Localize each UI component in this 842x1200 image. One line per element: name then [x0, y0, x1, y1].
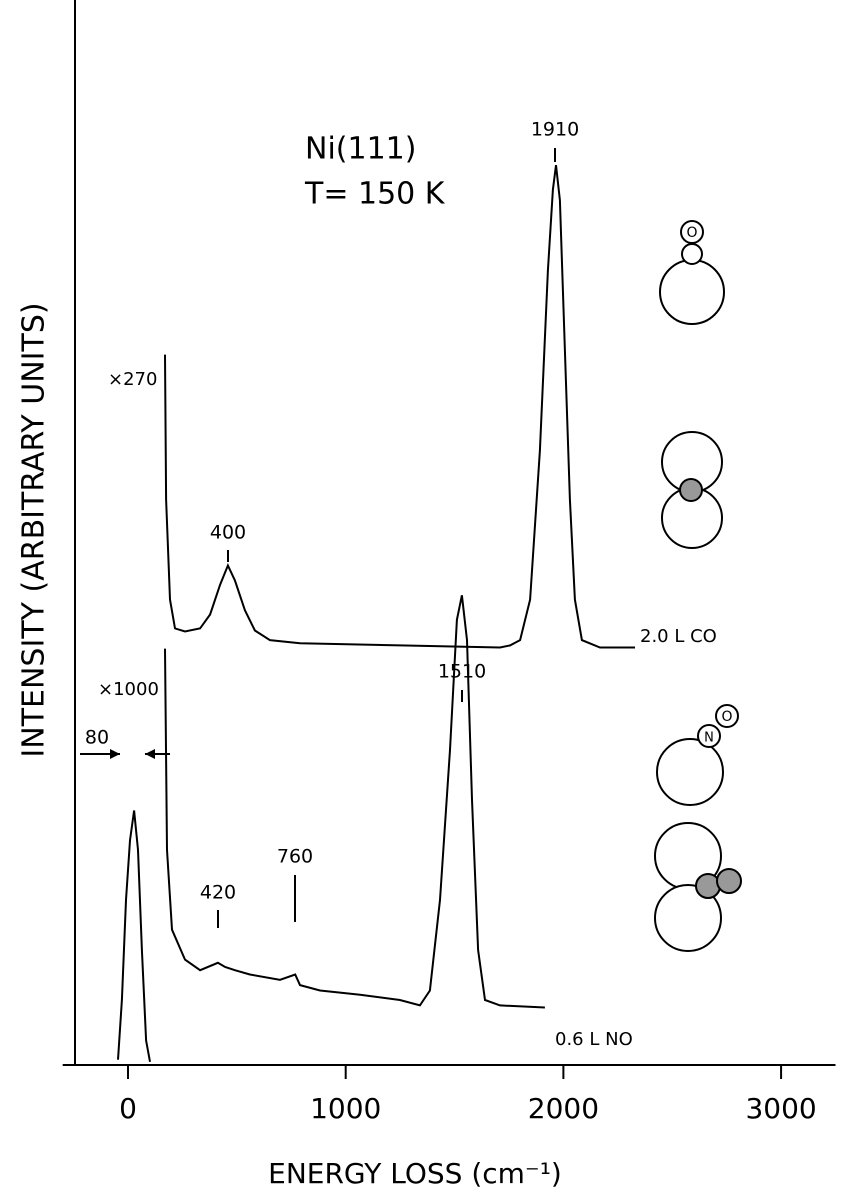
- chart-title: Ni(111): [305, 132, 416, 167]
- x-tick-label: 0: [119, 1092, 137, 1125]
- svg-text:O: O: [721, 709, 732, 725]
- multiplier-label: ×270: [108, 369, 157, 390]
- molecule-diagrams: O N O: [654, 220, 742, 952]
- x-tick-label: 3000: [745, 1092, 816, 1125]
- peak-label: 80: [85, 727, 109, 749]
- multiplier-label: ×1000: [98, 679, 159, 700]
- peak-label: 400: [210, 522, 246, 544]
- peak-label: 1910: [531, 119, 579, 141]
- svg-text:N: N: [704, 731, 714, 746]
- y-axis-label: INTENSITY (ARBITRARY UNITS): [17, 302, 52, 757]
- x-axis-label: ENERGY LOSS (cm⁻¹): [268, 1157, 562, 1190]
- svg-text:O: O: [686, 225, 697, 241]
- spectrum-line: [117, 595, 545, 1062]
- chart-subtitle: T= 150 K: [304, 177, 446, 212]
- peak-label: 420: [200, 882, 236, 904]
- x-tick-label: 2000: [528, 1092, 599, 1125]
- series-label: 0.6 L NO: [555, 1029, 633, 1050]
- series-label: 2.0 L CO: [640, 626, 717, 647]
- fwhm-arrow: [145, 749, 155, 759]
- peak-label: 1510: [438, 661, 486, 683]
- peak-label: 760: [277, 846, 313, 868]
- x-tick-label: 1000: [310, 1092, 381, 1125]
- fwhm-arrow: [110, 749, 120, 759]
- spectrum-line: [164, 164, 635, 649]
